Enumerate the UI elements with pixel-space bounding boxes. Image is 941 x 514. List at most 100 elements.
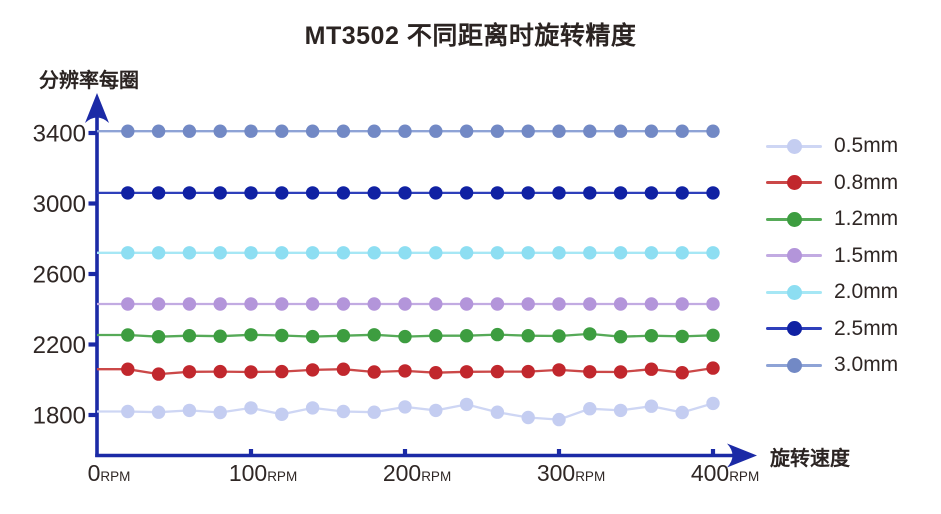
data-point: [521, 364, 535, 379]
legend-label: 2.0mm: [834, 280, 899, 304]
data-point: [182, 329, 197, 343]
data-point: [429, 124, 443, 138]
data-point: [121, 186, 135, 200]
data-point: [644, 399, 659, 413]
series-2.5mm: [97, 186, 720, 200]
legend-marker-icon: [766, 175, 822, 191]
data-point: [367, 405, 381, 419]
data-point: [121, 297, 135, 311]
data-point: [336, 186, 351, 200]
data-point: [305, 297, 320, 311]
data-point: [213, 405, 227, 420]
data-point: [275, 246, 289, 260]
data-point: [305, 124, 320, 138]
data-point: [613, 246, 628, 260]
data-point: [305, 246, 320, 260]
data-point: [490, 246, 505, 260]
data-point: [521, 246, 535, 260]
series-2.0mm: [97, 246, 720, 260]
data-point: [244, 328, 258, 342]
data-point: [583, 402, 597, 416]
data-point: [459, 397, 474, 412]
data-point: [367, 365, 381, 379]
data-point: [706, 186, 720, 200]
series-0.8mm: [97, 361, 720, 381]
data-point: [521, 329, 535, 343]
data-point: [552, 186, 566, 200]
data-point: [151, 246, 166, 260]
data-point: [182, 297, 197, 311]
x-tick-label: 100RPM: [229, 460, 297, 486]
legend: 0.5mm 0.8mm 1.2mm 1.5mm 2.0mm 2.5mm 3.0mm: [766, 128, 898, 384]
data-point: [706, 297, 720, 311]
y-axis-title: 分辨率每圈: [39, 70, 139, 92]
legend-item: 2.5mm: [766, 311, 898, 348]
data-point: [429, 403, 443, 418]
data-point: [552, 297, 566, 311]
x-tick-label: 300RPM: [537, 460, 605, 486]
data-point: [151, 124, 166, 138]
data-point: [675, 297, 689, 311]
data-point: [182, 124, 197, 138]
data-point: [213, 364, 227, 379]
series-1.5mm: [97, 297, 720, 311]
data-point: [459, 124, 474, 138]
data-point: [490, 405, 505, 419]
data-point: [182, 365, 197, 379]
legend-marker-icon: [766, 248, 822, 264]
data-point: [552, 329, 566, 343]
legend-label: 0.8mm: [834, 170, 899, 194]
legend-item: 2.0mm: [766, 274, 898, 311]
data-point: [367, 186, 381, 200]
series-0.5mm: [97, 396, 720, 427]
data-point: [244, 246, 258, 260]
data-point: [521, 410, 535, 425]
data-point: [244, 297, 258, 311]
data-point: [552, 363, 566, 377]
data-point: [429, 329, 443, 343]
data-point: [706, 124, 720, 138]
data-point: [490, 327, 505, 342]
data-point: [613, 124, 628, 138]
data-point: [367, 246, 381, 260]
data-point: [613, 365, 628, 379]
x-axis-arrow-icon: [727, 443, 757, 468]
data-point: [644, 297, 659, 311]
data-point: [182, 403, 197, 418]
data-point: [398, 364, 412, 378]
data-point: [675, 124, 689, 138]
data-point: [675, 329, 689, 344]
data-point: [213, 124, 227, 138]
data-point: [675, 366, 689, 380]
data-point: [151, 405, 166, 419]
data-point: [275, 407, 289, 421]
data-point: [459, 186, 474, 200]
data-point: [244, 401, 258, 415]
legend-label: 1.5mm: [834, 243, 899, 267]
data-point: [583, 124, 597, 138]
data-point: [459, 297, 474, 311]
data-point: [367, 297, 381, 311]
data-point: [490, 124, 505, 138]
data-point: [521, 124, 535, 138]
x-tick-label: 0RPM: [88, 460, 131, 486]
data-point: [305, 401, 320, 415]
data-point: [367, 124, 381, 138]
data-point: [398, 186, 412, 200]
data-point: [583, 186, 597, 200]
data-point: [613, 403, 628, 418]
data-point: [706, 246, 720, 260]
data-point: [644, 246, 659, 260]
data-point: [121, 124, 135, 138]
data-point: [275, 364, 289, 379]
legend-label: 1.2mm: [834, 207, 899, 231]
legend-item: 0.5mm: [766, 128, 898, 165]
data-point: [429, 366, 443, 380]
data-point: [583, 246, 597, 260]
data-point: [275, 124, 289, 138]
data-point: [121, 328, 135, 342]
data-point: [429, 246, 443, 260]
legend-marker-icon: [766, 321, 822, 337]
data-point: [521, 297, 535, 311]
